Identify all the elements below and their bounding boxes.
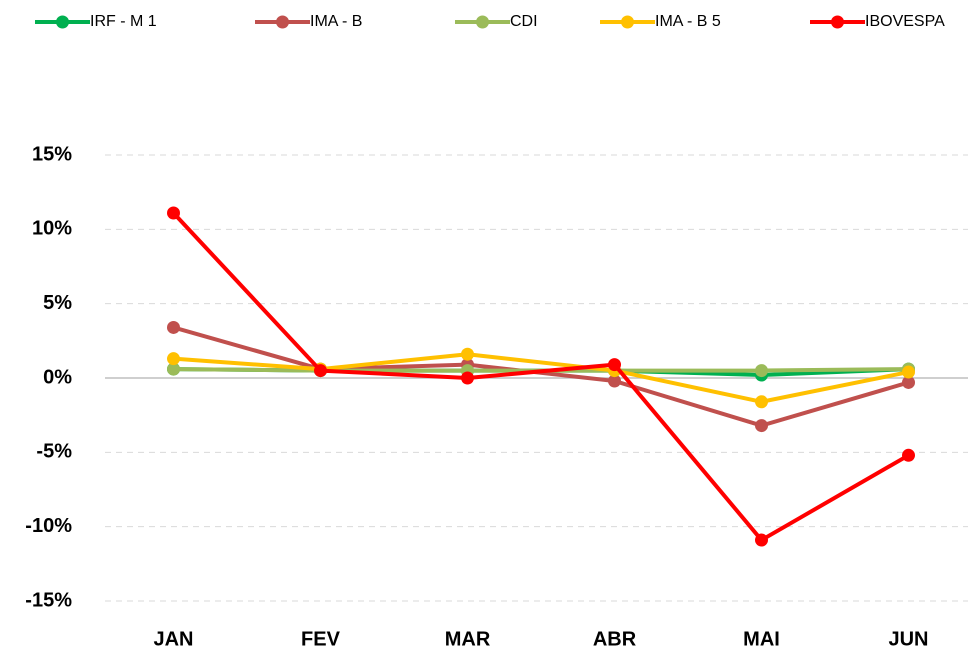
legend-label: IRF - M 1 — [90, 13, 157, 30]
legend-label: IMA - B 5 — [655, 13, 721, 30]
point — [167, 352, 180, 366]
series-line — [173, 352, 909, 404]
series-line — [172, 325, 910, 428]
point — [608, 358, 621, 372]
point — [608, 374, 621, 388]
point — [314, 364, 327, 378]
legend-marker — [476, 15, 489, 29]
series-line — [172, 211, 910, 543]
legend-label: CDI — [510, 13, 538, 30]
x-tick-label: JAN — [153, 628, 193, 650]
legend-marker — [276, 15, 289, 29]
point — [755, 533, 768, 547]
point — [902, 375, 915, 389]
y-tick-label: -10% — [25, 515, 72, 537]
x-tick-label: ABR — [593, 628, 637, 650]
x-tick-label: JUN — [888, 628, 928, 650]
y-tick-label: 10% — [32, 218, 72, 240]
legend-marker — [621, 15, 634, 29]
point — [755, 364, 768, 378]
point — [755, 395, 768, 409]
x-tick-label: MAR — [445, 628, 491, 650]
legend-label: IMA - B — [310, 13, 362, 30]
x-tick-label: FEV — [301, 628, 341, 650]
legend-marker — [831, 15, 844, 29]
y-tick-label: 0% — [43, 366, 72, 388]
point — [902, 365, 915, 379]
x-tick-label: MAI — [743, 628, 780, 650]
point — [755, 419, 768, 433]
y-tick-label: 5% — [43, 292, 72, 314]
point — [167, 320, 180, 334]
y-tick-label: -15% — [25, 589, 72, 611]
legend-label: IBOVESPA — [865, 13, 945, 30]
legend-marker — [56, 15, 69, 29]
point — [167, 206, 180, 220]
y-tick-label: -5% — [36, 441, 72, 463]
point — [902, 448, 915, 462]
point — [461, 347, 474, 361]
point — [461, 371, 474, 385]
y-tick-label: 15% — [32, 143, 72, 165]
point — [167, 362, 180, 376]
